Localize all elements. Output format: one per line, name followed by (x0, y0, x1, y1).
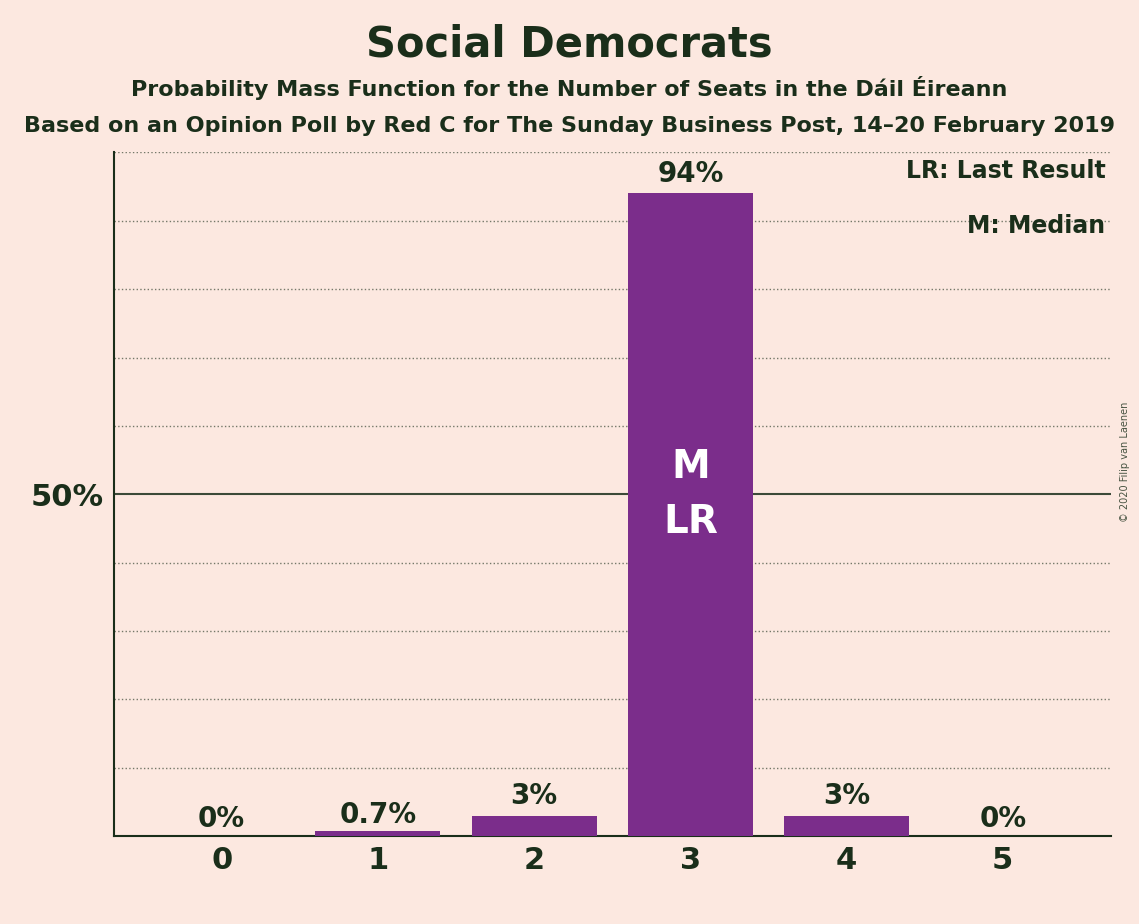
Text: 3%: 3% (823, 783, 870, 810)
Text: M: M (671, 448, 710, 486)
Text: LR: LR (663, 503, 718, 541)
Text: Social Democrats: Social Democrats (366, 23, 773, 65)
Bar (472, 816, 597, 836)
Text: 0%: 0% (980, 806, 1026, 833)
Text: M: Median: M: Median (967, 214, 1106, 238)
Text: Based on an Opinion Poll by Red C for The Sunday Business Post, 14–20 February 2: Based on an Opinion Poll by Red C for Th… (24, 116, 1115, 136)
Bar (316, 832, 441, 836)
Text: 3%: 3% (510, 783, 558, 810)
Bar (784, 816, 909, 836)
Bar (628, 193, 753, 836)
Text: LR: Last Result: LR: Last Result (906, 159, 1106, 183)
Text: © 2020 Filip van Laenen: © 2020 Filip van Laenen (1120, 402, 1130, 522)
Text: 0.7%: 0.7% (339, 801, 417, 829)
Text: 94%: 94% (657, 160, 723, 188)
Text: Probability Mass Function for the Number of Seats in the Dáil Éireann: Probability Mass Function for the Number… (131, 76, 1008, 100)
Text: 0%: 0% (198, 806, 245, 833)
